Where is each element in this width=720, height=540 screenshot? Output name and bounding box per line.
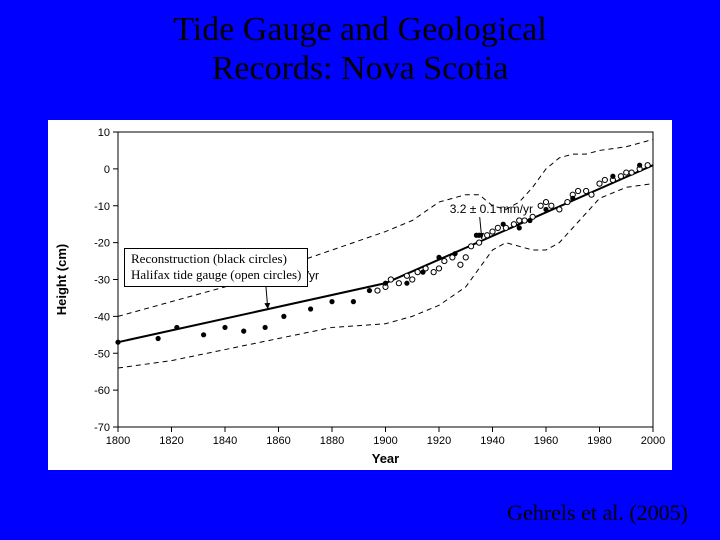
slide-title: Tide Gauge and Geological Records: Nova … (0, 0, 720, 88)
svg-text:-40: -40 (94, 311, 110, 323)
svg-text:-30: -30 (94, 275, 110, 287)
legend-line-2: Halifax tide gauge (open circles) (131, 267, 301, 283)
svg-text:1940: 1940 (480, 435, 504, 447)
legend-box: Reconstruction (black circles) Halifax t… (124, 248, 308, 287)
svg-text:2000: 2000 (641, 435, 665, 447)
svg-text:1800: 1800 (106, 435, 130, 447)
svg-text:-60: -60 (94, 385, 110, 397)
svg-text:1920: 1920 (427, 435, 451, 447)
svg-text:1980: 1980 (587, 435, 611, 447)
chart-svg: 1800 1820 1840 1860 1880 1900 1920 1940 1960 1980… (48, 120, 672, 470)
svg-text:-10: -10 (94, 201, 110, 213)
citation-text: Gehrels et al. (2005) (507, 500, 688, 526)
svg-text:1840: 1840 (213, 435, 237, 447)
legend-line-1: Reconstruction (black circles) (131, 251, 301, 267)
svg-text:1820: 1820 (159, 435, 183, 447)
svg-text:3.2 ± 0.1 mm/yr: 3.2 ± 0.1 mm/yr (450, 202, 533, 216)
chart-panel: 1800 1820 1840 1860 1880 1900 1920 1940 1960 1980… (48, 120, 672, 470)
svg-text:1860: 1860 (266, 435, 290, 447)
slide-root: Tide Gauge and Geological Records: Nova … (0, 0, 720, 540)
svg-text:0: 0 (104, 164, 110, 176)
svg-text:-20: -20 (94, 238, 110, 250)
svg-text:1960: 1960 (534, 435, 558, 447)
svg-text:1900: 1900 (373, 435, 397, 447)
svg-text:Height (cm): Height (cm) (54, 244, 69, 316)
svg-text:-50: -50 (94, 348, 110, 360)
svg-text:10: 10 (98, 127, 110, 139)
svg-text:1880: 1880 (320, 435, 344, 447)
svg-text:Year: Year (372, 451, 399, 466)
title-line-2: Records: Nova Scotia (212, 50, 509, 87)
svg-text:-70: -70 (94, 422, 110, 434)
title-line-1: Tide Gauge and Geological (173, 11, 547, 48)
